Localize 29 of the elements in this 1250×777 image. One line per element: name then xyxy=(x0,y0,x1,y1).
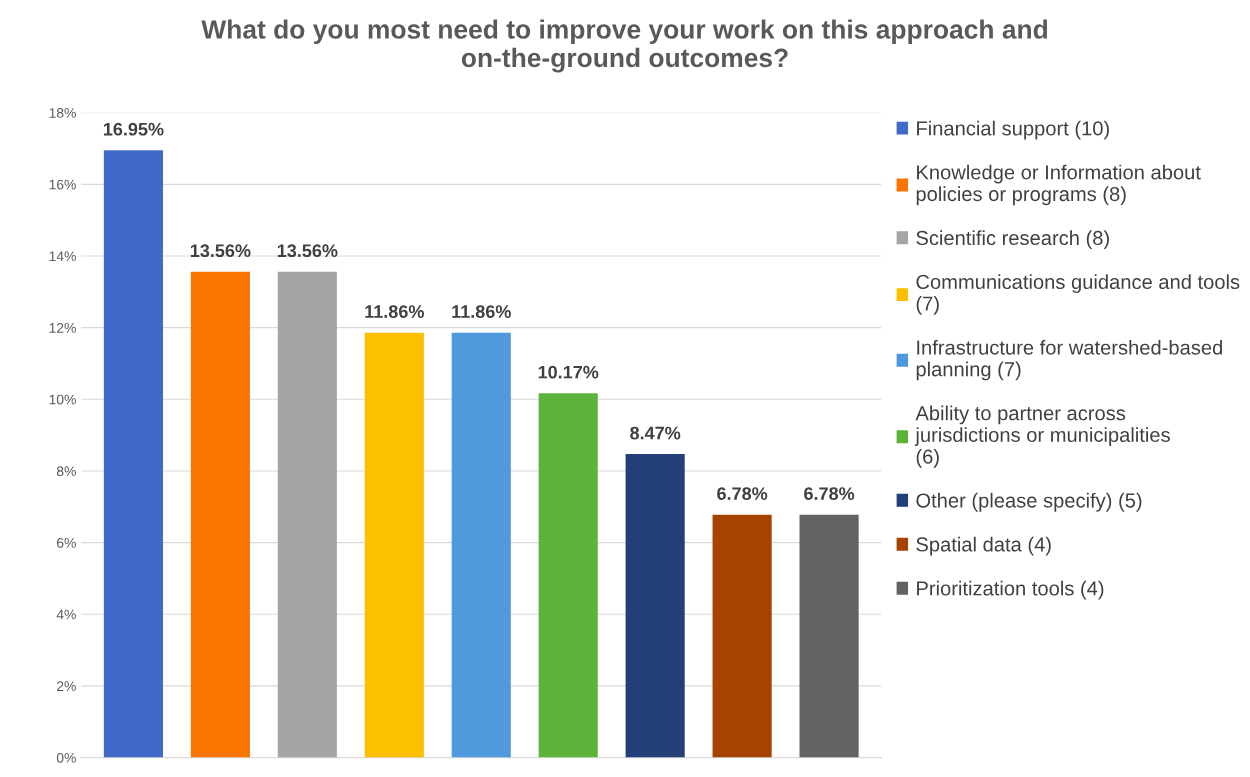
data-label: 6.78% xyxy=(717,487,768,500)
legend-label: Infrastructure for watershed-based planning (7) xyxy=(916,339,1222,381)
y-tick-label: 0% xyxy=(56,752,76,763)
y-tick-label: 8% xyxy=(56,466,76,477)
legend-label: Spatial data (4) xyxy=(916,536,1051,556)
legend-label: Financial support (10) xyxy=(917,120,1109,140)
chart-title: What do you most need to improve your work on this approach and on-the-ground outcomes? xyxy=(201,19,1048,73)
legend-label: Communications guidance and tools (7) xyxy=(916,274,1240,315)
legend-label: Knowledge or Information about policies or programs (8) xyxy=(916,164,1201,206)
y-tick-label: 2% xyxy=(57,681,76,692)
y-tick-label: 4% xyxy=(56,609,76,620)
data-label: 8.47% xyxy=(630,426,681,440)
data-label: 13.56% xyxy=(277,244,338,258)
data-label: 11.86% xyxy=(365,305,424,318)
y-tick-label: 10% xyxy=(49,394,76,405)
data-label: 13.56% xyxy=(190,244,251,258)
y-tick-label: 18% xyxy=(49,108,76,118)
y-tick-label: 12% xyxy=(49,322,76,333)
legend-label: Ability to partner across jurisdictions or municipalities (6) xyxy=(914,405,1170,468)
legend-label: Other (please specify) (5) xyxy=(916,492,1142,512)
data-label: 16.95% xyxy=(103,122,164,136)
data-label: 6.78% xyxy=(804,487,855,500)
y-tick-label: 14% xyxy=(49,251,76,262)
legend-label: Prioritization tools (4) xyxy=(917,580,1104,600)
legend-label: Scientific research (8) xyxy=(916,230,1109,250)
data-label: 11.86% xyxy=(452,305,511,318)
data-label: 10.17% xyxy=(538,365,599,379)
y-tick-label: 6% xyxy=(57,537,76,548)
y-tick-label: 16% xyxy=(49,179,76,190)
